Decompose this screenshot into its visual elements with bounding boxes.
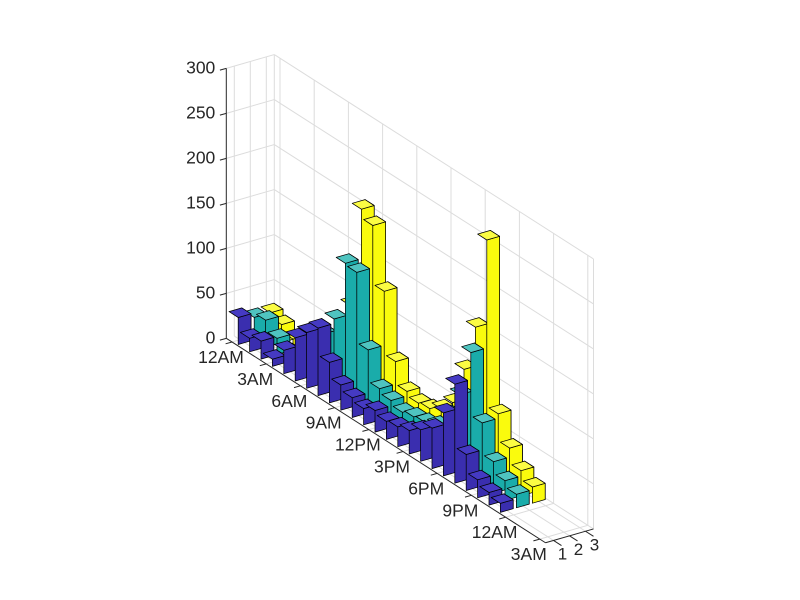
bar-s3-h20-top <box>488 403 512 415</box>
tick-labels: 05010015020025030012AM3AM6AM9AM12PM3PM6P… <box>186 57 599 564</box>
z-tick-label: 50 <box>196 282 216 302</box>
time-tick <box>362 429 369 432</box>
series-tick-label: 1 <box>558 544 567 563</box>
z-tick-label: 300 <box>186 57 215 77</box>
bar-s2-h19-top <box>461 342 484 353</box>
bar-s3-h11-top <box>386 351 409 362</box>
z-tick <box>219 67 227 71</box>
bar-s1-h19-top <box>445 374 468 385</box>
time-tick <box>430 472 438 476</box>
bar-s1-h4-front <box>283 346 297 375</box>
time-tick <box>499 516 506 520</box>
series-tick <box>569 535 578 542</box>
grid-right-wall-z <box>274 54 594 260</box>
time-tick <box>533 538 540 542</box>
bar-s2-h23-top <box>506 484 530 495</box>
bar-s1-h19-front <box>454 380 468 484</box>
bar-s1-h8-top <box>319 352 343 363</box>
time-axis <box>226 337 546 544</box>
z-tick <box>219 247 227 251</box>
bar-s3-h8-top <box>351 199 375 210</box>
time-tick-label: 3AM <box>511 544 547 564</box>
time-tick-label: 3PM <box>374 457 410 477</box>
grid-right-wall-z <box>274 144 594 350</box>
time-tick <box>464 494 472 498</box>
time-tick-label: 6PM <box>408 478 444 498</box>
bar-s3-h12-top <box>397 381 421 392</box>
bar-s1-h7-top <box>308 318 332 329</box>
bar-s1-h15-front <box>408 426 423 455</box>
time-tick <box>259 363 267 367</box>
bar-s3-h22-top <box>511 460 535 472</box>
time-tick <box>328 407 335 410</box>
bar-s1-h0-front <box>237 313 252 345</box>
bar-s2-h12-top <box>381 390 405 401</box>
z-tick <box>219 157 227 161</box>
bar-s2-h21-top <box>484 451 507 463</box>
bar-s1-h16-front <box>420 425 434 462</box>
series-tick <box>585 530 594 537</box>
bar-s1-h18-front <box>443 408 457 477</box>
z-tick-label: 100 <box>186 237 215 257</box>
time-tick <box>293 385 301 389</box>
bar-s2-h8-top <box>335 253 359 264</box>
series-tick <box>553 540 562 546</box>
grid-right-wall-z <box>274 189 594 395</box>
time-tick <box>225 341 233 345</box>
series-tick-label: 2 <box>574 540 583 559</box>
z-tick-label: 200 <box>186 147 215 167</box>
bar-s1-h22-top <box>479 482 503 493</box>
grid-right-wall-z <box>274 99 594 305</box>
bar-s2-h22-top <box>495 470 519 482</box>
bar-s3-h9-top <box>363 215 386 226</box>
time-tick-label: 3AM <box>237 369 273 389</box>
z-tick-label: 150 <box>186 192 215 212</box>
grid-right-wall-z <box>274 234 594 440</box>
z-tick <box>219 292 227 296</box>
bar-s2-h10-top <box>358 339 382 351</box>
bar-s3-h21-top <box>500 438 523 449</box>
bar-s1-h20-front <box>465 450 480 491</box>
bar-s3-h19-top <box>477 230 500 241</box>
bar-s1-h5-front <box>294 333 309 382</box>
bar-s2-h20-top <box>472 412 496 424</box>
bar-s2-h9-front <box>356 268 370 406</box>
bar-s1-h20-top <box>456 444 480 455</box>
time-tick-label: 9PM <box>442 500 478 520</box>
z-tick <box>219 337 227 341</box>
bars-series-1 <box>228 307 514 513</box>
bar-s1-h10-top <box>342 387 366 399</box>
z-tick <box>219 202 227 206</box>
time-tick <box>396 451 404 454</box>
z-tick-label: 250 <box>186 102 215 122</box>
time-tick-label: 9AM <box>306 413 342 433</box>
bar-s1-h0-top <box>228 307 252 318</box>
z-tick <box>219 112 227 116</box>
bar-s1-h6-front <box>306 328 320 389</box>
time-tick-label: 12PM <box>335 435 381 455</box>
bar-s2-h9-top <box>347 262 370 273</box>
z-tick-label: 0 <box>206 327 216 347</box>
series-tick-label: 3 <box>590 535 599 554</box>
bar-s2-h1-top <box>256 310 279 321</box>
bar-s2-h11-top <box>370 378 393 390</box>
time-tick-label: 12AM <box>472 522 518 542</box>
time-tick-label: 6AM <box>271 391 307 411</box>
bar-s1-h2-top <box>251 331 275 342</box>
bar-s1-h9-top <box>331 375 354 386</box>
time-tick-label: 12AM <box>198 347 244 367</box>
bar-s1-h17-front <box>431 424 446 469</box>
bar-s3-h23-top <box>522 477 546 488</box>
bar-s3-h10-top <box>374 281 398 292</box>
bar-s1-h12-top <box>365 400 389 411</box>
bar-s1-h21-top <box>468 469 491 481</box>
bar-s1-h23-top <box>490 493 514 504</box>
